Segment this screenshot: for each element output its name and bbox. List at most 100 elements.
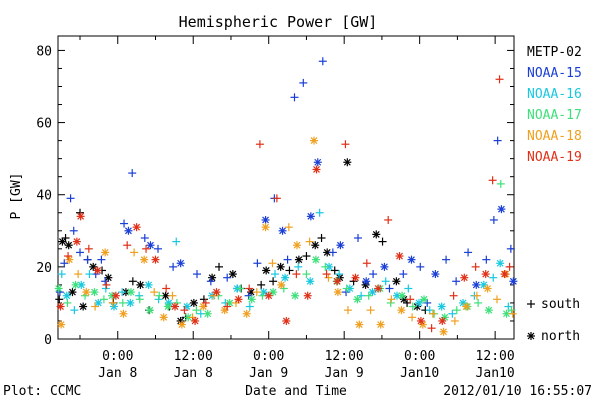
data-point-noaa-19-south <box>84 244 93 253</box>
data-point-noaa-18-south <box>428 309 437 318</box>
data-point-metp-02-north <box>64 241 73 250</box>
data-point-noaa-17-north <box>398 291 407 300</box>
data-point-noaa-19-south <box>272 194 281 203</box>
data-point-noaa-18-south <box>108 298 117 307</box>
data-point-noaa-15-south <box>290 93 299 102</box>
data-point-noaa-19-south <box>384 215 393 224</box>
data-point-noaa-15-south <box>223 273 232 282</box>
data-point-noaa-16-south <box>335 270 344 279</box>
data-point-metp-02-north <box>136 280 145 289</box>
data-point-metp-02-north <box>392 277 401 286</box>
data-point-noaa-17-north <box>145 306 154 315</box>
data-point-noaa-18-south <box>450 316 459 325</box>
data-point-metp-02-north <box>79 302 88 311</box>
data-point-metp-02-south <box>199 295 208 304</box>
data-point-noaa-19-south <box>180 306 189 315</box>
x-tick-label-time: 0:00 <box>404 349 435 364</box>
data-point-noaa-18-north <box>57 320 66 329</box>
data-point-noaa-19-north <box>438 316 447 325</box>
series-noaa-16 <box>57 208 513 318</box>
data-point-metp-02-south <box>61 234 70 242</box>
data-point-noaa-17-south <box>99 295 108 304</box>
x-tick-label-time: 12:00 <box>476 349 515 364</box>
data-point-noaa-19-south <box>245 284 254 293</box>
data-point-noaa-19-north <box>460 273 469 282</box>
data-point-noaa-18-south <box>408 313 417 322</box>
data-point-noaa-16-north <box>496 259 505 268</box>
data-point-noaa-19-south <box>123 241 132 250</box>
data-point-noaa-15-north <box>431 270 440 279</box>
data-point-noaa-15-north <box>362 277 371 286</box>
data-point-noaa-19-south <box>488 176 497 185</box>
data-point-metp-02-south <box>302 252 311 261</box>
y-tick-label: 0 <box>44 333 52 348</box>
data-point-metp-02-north <box>104 273 113 282</box>
data-point-noaa-16-north <box>415 298 424 307</box>
data-point-noaa-15-north <box>278 226 287 235</box>
data-point-noaa-15-south <box>342 288 351 297</box>
data-point-metp-02-south <box>349 277 358 286</box>
data-point-noaa-18-north <box>177 320 186 329</box>
data-point-noaa-16-south <box>315 208 324 217</box>
data-point-noaa-17-south <box>236 284 245 293</box>
data-points <box>54 57 518 336</box>
data-point-noaa-18-south <box>493 295 502 304</box>
data-point-noaa-16-south <box>404 284 413 293</box>
data-point-noaa-17-south <box>302 270 311 279</box>
x-tick-label-date: Jan 9 <box>325 366 364 381</box>
data-point-noaa-15-south <box>101 277 110 286</box>
data-point-noaa-15-south <box>97 255 106 264</box>
data-point-noaa-18-south <box>74 270 83 279</box>
data-point-noaa-16-north <box>281 273 290 282</box>
data-point-noaa-16-north <box>126 298 135 307</box>
data-point-noaa-17-north <box>71 280 80 289</box>
data-point-noaa-15-south <box>66 194 75 203</box>
data-point-metp-02-north <box>68 288 77 297</box>
data-point-metp-02-north <box>189 298 198 307</box>
data-point-metp-02-south <box>330 266 339 275</box>
data-point-noaa-19-south <box>495 75 504 84</box>
data-point-noaa-15-south <box>318 57 327 66</box>
series-noaa-17 <box>54 179 516 322</box>
plot-frame <box>57 35 515 340</box>
data-point-noaa-19-south <box>341 140 350 149</box>
data-point-noaa-19-south <box>449 291 458 300</box>
data-point-noaa-18-south <box>268 259 277 268</box>
data-point-noaa-19-north <box>93 266 102 275</box>
data-point-noaa-15-north <box>509 277 518 286</box>
x-axis-label: Date and Time <box>245 384 347 399</box>
data-point-metp-02-south <box>128 277 137 286</box>
x-tick-label-date: Jan 9 <box>249 366 288 381</box>
data-point-noaa-19-north <box>132 223 141 232</box>
data-point-noaa-16-south <box>154 295 163 304</box>
data-point-noaa-17-north <box>164 302 173 311</box>
data-point-noaa-17-south <box>386 298 395 307</box>
data-point-noaa-16-south <box>245 302 254 311</box>
data-point-noaa-17-south <box>408 302 417 311</box>
data-point-metp-02-north <box>228 270 237 279</box>
data-point-noaa-17-south <box>321 262 330 271</box>
data-point-noaa-18-south <box>130 248 139 257</box>
data-point-noaa-19-north <box>312 165 321 174</box>
data-point-noaa-19-north <box>76 212 85 221</box>
legend-series-label: NOAA-18 <box>527 129 582 144</box>
data-point-metp-02-south <box>257 280 266 289</box>
data-point-noaa-19-north <box>303 291 312 300</box>
data-point-noaa-15-south <box>442 255 451 264</box>
data-point-noaa-16-north <box>259 288 268 297</box>
data-point-noaa-16-north <box>306 277 315 286</box>
x-tick-label-date: Jan10 <box>476 366 515 381</box>
data-point-noaa-15-south <box>206 277 215 286</box>
data-point-noaa-18-south <box>324 273 333 282</box>
y-tick-label: 80 <box>36 44 52 59</box>
data-point-noaa-16-north <box>368 288 377 297</box>
data-point-noaa-18-north <box>119 309 128 318</box>
data-point-noaa-19-north <box>234 295 243 304</box>
data-point-noaa-15-south <box>354 234 363 242</box>
data-point-noaa-19-south <box>142 244 151 253</box>
data-point-noaa-19-south <box>292 270 301 279</box>
x-tick-label-date: Jan10 <box>400 366 439 381</box>
data-point-noaa-18-north <box>82 288 91 297</box>
data-point-noaa-17-north <box>54 284 63 293</box>
